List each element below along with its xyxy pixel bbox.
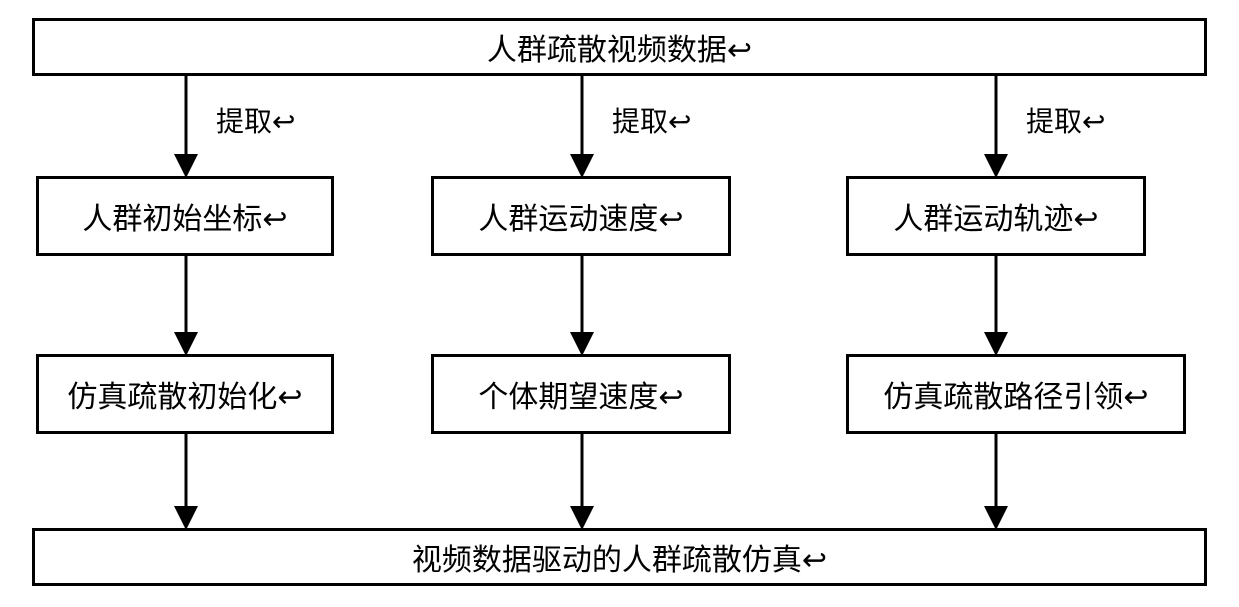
edge-label-1: 提取↩ bbox=[612, 100, 691, 140]
node-bottom: 视频数据驱动的人群疏散仿真↩ bbox=[32, 528, 1207, 586]
node-mid-center-label: 人群运动速度↩ bbox=[478, 194, 683, 238]
node-low-right: 仿真疏散路径引领↩ bbox=[846, 354, 1186, 434]
node-mid-left: 人群初始坐标↩ bbox=[36, 176, 334, 256]
arrows-layer bbox=[0, 0, 1239, 607]
node-mid-right: 人群运动轨迹↩ bbox=[846, 176, 1146, 256]
node-low-right-label: 仿真疏散路径引领↩ bbox=[883, 372, 1148, 416]
node-top: 人群疏散视频数据↩ bbox=[32, 18, 1207, 76]
edge-label-0: 提取↩ bbox=[216, 100, 295, 140]
node-mid-center: 人群运动速度↩ bbox=[431, 176, 731, 256]
edge-label-2: 提取↩ bbox=[1026, 100, 1105, 140]
node-mid-right-label: 人群运动轨迹↩ bbox=[893, 194, 1098, 238]
flowchart-canvas: 人群疏散视频数据↩ 人群初始坐标↩ 人群运动速度↩ 人群运动轨迹↩ 仿真疏散初始… bbox=[0, 0, 1239, 607]
node-mid-left-label: 人群初始坐标↩ bbox=[82, 194, 287, 238]
node-low-left-label: 仿真疏散初始化↩ bbox=[67, 372, 302, 416]
node-low-center-label: 个体期望速度↩ bbox=[478, 372, 683, 416]
node-low-center: 个体期望速度↩ bbox=[431, 354, 731, 434]
node-top-label: 人群疏散视频数据↩ bbox=[487, 25, 752, 69]
node-bottom-label: 视频数据驱动的人群疏散仿真↩ bbox=[412, 535, 827, 579]
node-low-left: 仿真疏散初始化↩ bbox=[36, 354, 334, 434]
